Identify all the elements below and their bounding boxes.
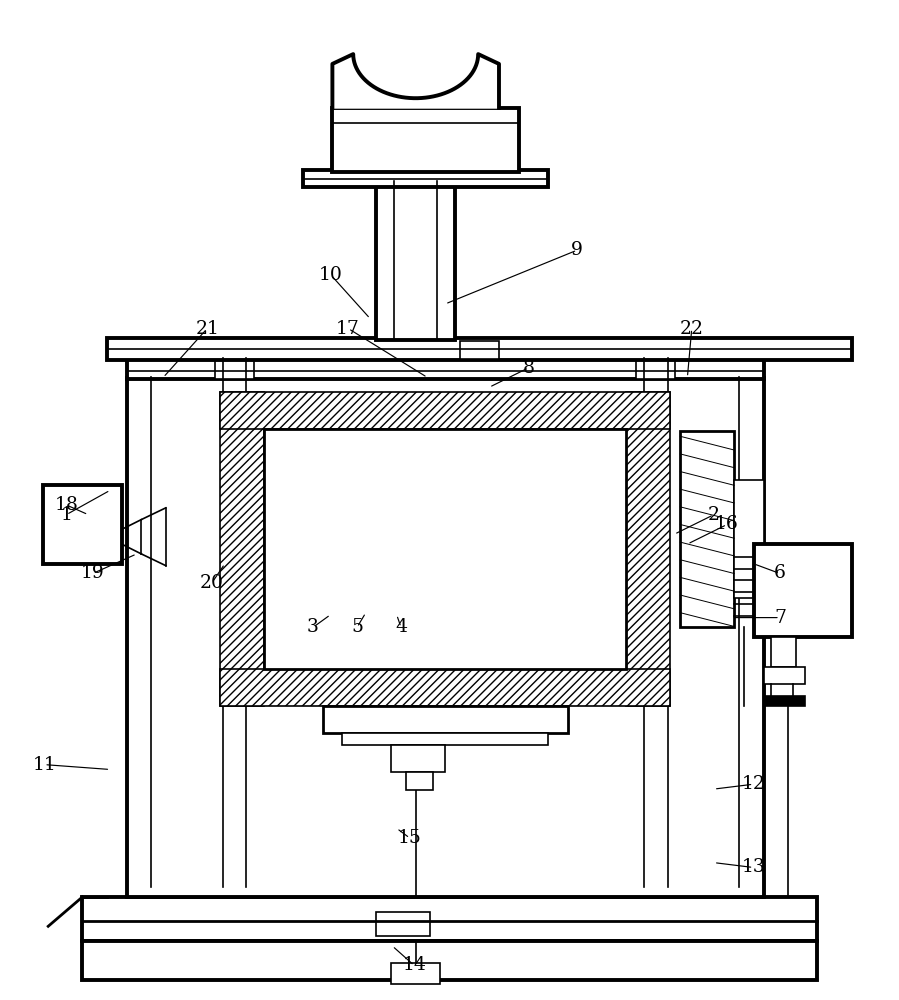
Bar xyxy=(627,392,671,706)
Bar xyxy=(333,108,519,172)
Text: 22: 22 xyxy=(680,320,704,338)
Bar xyxy=(83,897,817,941)
Text: 1: 1 xyxy=(60,506,72,524)
Text: 10: 10 xyxy=(318,266,343,284)
Bar xyxy=(127,358,763,379)
Text: 13: 13 xyxy=(742,858,765,876)
Bar xyxy=(303,170,548,187)
Text: 9: 9 xyxy=(571,241,583,259)
Bar xyxy=(343,733,548,745)
Text: 19: 19 xyxy=(81,564,104,582)
Polygon shape xyxy=(333,54,499,108)
Text: 3: 3 xyxy=(307,618,319,636)
Text: 12: 12 xyxy=(742,775,765,793)
Bar xyxy=(219,392,671,429)
Bar xyxy=(107,338,851,360)
Text: 6: 6 xyxy=(774,564,786,582)
Text: 18: 18 xyxy=(54,496,78,514)
Bar xyxy=(219,669,671,706)
Bar xyxy=(377,182,455,340)
Text: 5: 5 xyxy=(351,618,363,636)
Bar xyxy=(734,480,763,598)
Text: 17: 17 xyxy=(336,320,360,338)
Bar xyxy=(459,341,499,359)
Bar xyxy=(83,941,817,980)
Text: 20: 20 xyxy=(200,574,224,592)
Bar xyxy=(405,772,433,790)
Bar xyxy=(681,431,734,627)
Text: 16: 16 xyxy=(715,515,739,533)
Bar xyxy=(43,485,121,564)
Bar xyxy=(377,912,431,936)
Bar xyxy=(391,963,441,984)
Text: 21: 21 xyxy=(195,320,219,338)
Bar xyxy=(763,696,805,706)
Bar xyxy=(219,392,263,706)
Bar xyxy=(127,377,763,897)
Text: 8: 8 xyxy=(523,359,535,377)
Bar xyxy=(753,544,851,637)
Text: 4: 4 xyxy=(395,618,407,636)
Text: 7: 7 xyxy=(774,609,786,627)
Text: 11: 11 xyxy=(32,756,56,774)
Bar xyxy=(391,745,445,772)
Bar xyxy=(263,429,627,669)
Bar xyxy=(215,358,254,379)
Text: 2: 2 xyxy=(708,506,720,524)
Bar xyxy=(323,706,567,733)
Bar xyxy=(763,667,805,684)
Bar xyxy=(636,358,675,379)
Text: 14: 14 xyxy=(403,956,426,974)
Text: 15: 15 xyxy=(398,829,422,847)
Bar xyxy=(771,637,796,667)
